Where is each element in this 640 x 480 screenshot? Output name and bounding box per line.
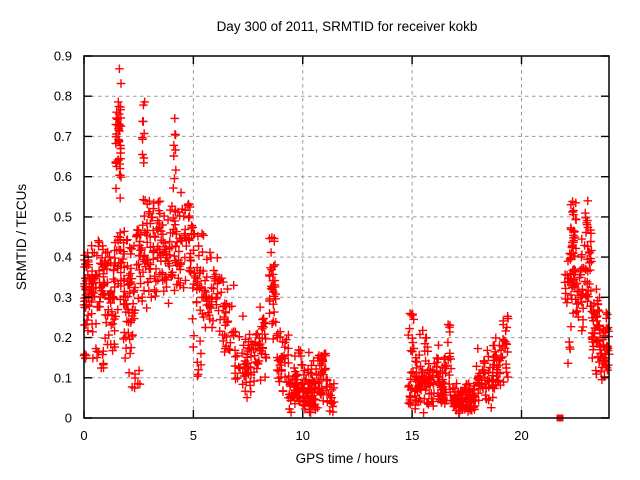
x-tick-label: 5 (190, 428, 197, 443)
scatter-points (79, 64, 614, 418)
x-tick-label: 20 (514, 428, 528, 443)
y-tick-label: 0.6 (54, 169, 72, 184)
y-tick-label: 0.8 (54, 89, 72, 104)
y-tick-label: 0.1 (54, 370, 72, 385)
y-tick-label: 0.2 (54, 330, 72, 345)
y-tick-label: 0.3 (54, 290, 72, 305)
chart-title: Day 300 of 2011, SRMTID for receiver kok… (217, 19, 478, 34)
y-tick-label: 0.4 (54, 250, 72, 265)
x-tick-label: 10 (296, 428, 310, 443)
y-tick-label: 0.9 (54, 49, 72, 64)
x-tick-labels: 0 5 10 15 20 (80, 428, 528, 443)
plot-frame (83, 55, 610, 419)
tick-marks (83, 55, 609, 419)
y-tick-label: 0 (65, 411, 72, 426)
y-axis-label: SRMTID / TECUs (14, 184, 29, 291)
y-tick-label: 0.7 (54, 129, 72, 144)
y-tick-label: 0.5 (54, 209, 72, 224)
y-tick-labels: 0 0.1 0.2 0.3 0.4 0.5 0.6 0.7 0.8 0.9 (54, 49, 72, 426)
x-tick-label: 15 (405, 428, 419, 443)
grid-lines (84, 56, 609, 418)
x-axis-label: GPS time / hours (296, 451, 399, 466)
x-tick-label: 0 (80, 428, 87, 443)
